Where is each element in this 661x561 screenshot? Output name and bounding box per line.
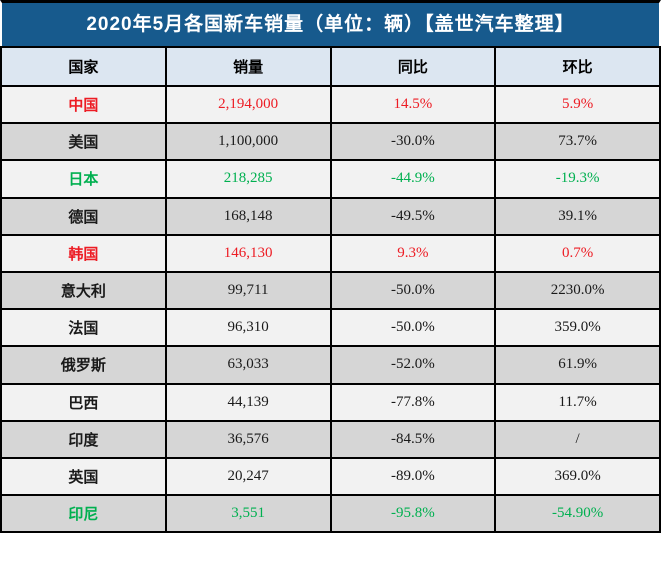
table-row-印度: 印度 36,576 -84.5% / [0,419,661,459]
cell-country: 俄罗斯 [0,345,167,385]
cell-mom: 73.7% [494,122,661,162]
cell-yoy: -50.0% [329,308,497,348]
cell-sales: 99,711 [164,270,332,311]
cell-country: 巴西 [0,382,167,422]
cell-country: 印尼 [0,494,167,534]
cell-country: 法国 [0,308,167,348]
cell-sales: 63,033 [164,345,332,385]
figure-title: 2020年5月各国新车销量（单位：辆）【盖世汽车整理】 [0,0,661,46]
cell-yoy: -30.0% [329,122,497,162]
table-row-法国: 法国 96,310 -50.0% 359.0% [0,308,661,348]
cell-sales: 3,551 [164,494,332,534]
table-header: 国家 销量 同比 环比 [0,46,661,87]
cell-country: 英国 [0,456,167,497]
cell-country: 韩国 [0,233,167,273]
cell-yoy: 14.5% [329,84,497,125]
cell-mom: -54.90% [494,494,661,534]
cell-yoy: -84.5% [329,419,497,459]
cell-mom: 359.0% [494,308,661,348]
header-row: 国家 销量 同比 环比 [0,46,661,87]
table-row-中国: 中国 2,194,000 14.5% 5.9% [0,84,661,125]
cell-sales: 2,194,000 [164,84,332,125]
cell-country: 印度 [0,419,167,459]
cell-yoy: -52.0% [329,345,497,385]
col-header-country: 国家 [0,46,167,87]
cell-sales: 96,310 [164,308,332,348]
cell-mom: 0.7% [494,233,661,273]
cell-yoy: -50.0% [329,270,497,311]
cell-sales: 36,576 [164,419,332,459]
cell-yoy: -49.5% [329,196,497,236]
cell-mom: 61.9% [494,345,661,385]
cell-mom: 2230.0% [494,270,661,311]
table-row-英国: 英国 20,247 -89.0% 369.0% [0,456,661,497]
cell-yoy: -44.9% [329,159,497,199]
cell-sales: 20,247 [164,456,332,497]
cell-mom: 11.7% [494,382,661,422]
cell-yoy: -77.8% [329,382,497,422]
table-row-德国: 德国 168,148 -49.5% 39.1% [0,196,661,236]
cell-yoy: 9.3% [329,233,497,273]
cell-yoy: -95.8% [329,494,497,534]
cell-sales: 168,148 [164,196,332,236]
cell-mom: 369.0% [494,456,661,497]
cell-sales: 146,130 [164,233,332,273]
cell-sales: 44,139 [164,382,332,422]
cell-mom: 39.1% [494,196,661,236]
cell-country: 意大利 [0,270,167,311]
table-row-印尼: 印尼 3,551 -95.8% -54.90% [0,494,661,534]
col-header-sales: 销量 [164,46,332,87]
table-body: 中国 2,194,000 14.5% 5.9% 美国 1,100,000 -30.0% 73.… [0,84,661,534]
cell-country: 日本 [0,159,167,199]
table-row-巴西: 巴西 44,139 -77.8% 11.7% [0,382,661,422]
cell-mom: 5.9% [494,84,661,125]
cell-sales: 1,100,000 [164,122,332,162]
col-header-mom: 环比 [494,46,661,87]
cell-yoy: -89.0% [329,456,497,497]
table-row-俄罗斯: 俄罗斯 63,033 -52.0% 61.9% [0,345,661,385]
cell-country: 德国 [0,196,167,236]
table-row-韩国: 韩国 146,130 9.3% 0.7% [0,233,661,273]
cell-country: 中国 [0,84,167,125]
cell-country: 美国 [0,122,167,162]
table-row-意大利: 意大利 99,711 -50.0% 2230.0% [0,270,661,311]
table-row-日本: 日本 218,285 -44.9% -19.3% [0,159,661,199]
cell-mom: / [494,419,661,459]
col-header-yoy: 同比 [329,46,497,87]
sales-table: 国家 销量 同比 环比 中国 2,194,000 14.5% 5.9% 美国 1,100,… [0,46,661,534]
cell-sales: 218,285 [164,159,332,199]
cell-mom: -19.3% [494,159,661,199]
table-row-美国: 美国 1,100,000 -30.0% 73.7% [0,122,661,162]
